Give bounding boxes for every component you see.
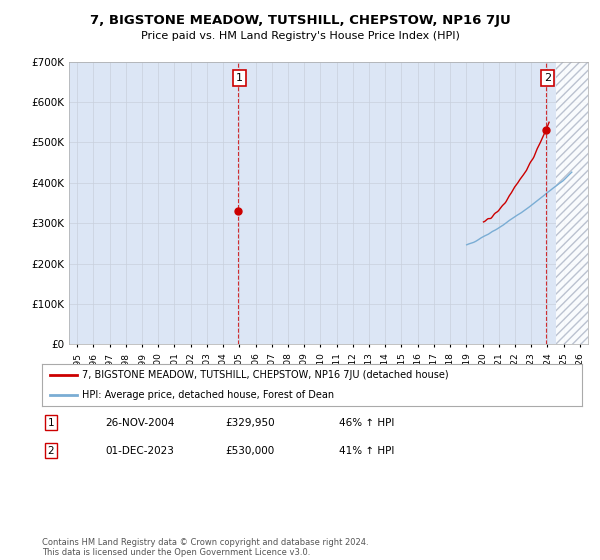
Text: 2: 2 — [544, 73, 551, 83]
Text: £530,000: £530,000 — [225, 446, 274, 456]
Text: HPI: Average price, detached house, Forest of Dean: HPI: Average price, detached house, Fore… — [83, 390, 335, 400]
Text: 2: 2 — [47, 446, 55, 456]
Text: 01-DEC-2023: 01-DEC-2023 — [105, 446, 174, 456]
Text: Price paid vs. HM Land Registry's House Price Index (HPI): Price paid vs. HM Land Registry's House … — [140, 31, 460, 41]
Bar — [556, 62, 588, 344]
Text: 26-NOV-2004: 26-NOV-2004 — [105, 418, 175, 428]
Text: 7, BIGSTONE MEADOW, TUTSHILL, CHEPSTOW, NP16 7JU: 7, BIGSTONE MEADOW, TUTSHILL, CHEPSTOW, … — [89, 14, 511, 27]
Text: £329,950: £329,950 — [225, 418, 275, 428]
Text: 1: 1 — [236, 73, 243, 83]
Text: 1: 1 — [47, 418, 55, 428]
Text: Contains HM Land Registry data © Crown copyright and database right 2024.
This d: Contains HM Land Registry data © Crown c… — [42, 538, 368, 557]
Text: 46% ↑ HPI: 46% ↑ HPI — [339, 418, 394, 428]
Text: 7, BIGSTONE MEADOW, TUTSHILL, CHEPSTOW, NP16 7JU (detached house): 7, BIGSTONE MEADOW, TUTSHILL, CHEPSTOW, … — [83, 370, 449, 380]
Text: 41% ↑ HPI: 41% ↑ HPI — [339, 446, 394, 456]
